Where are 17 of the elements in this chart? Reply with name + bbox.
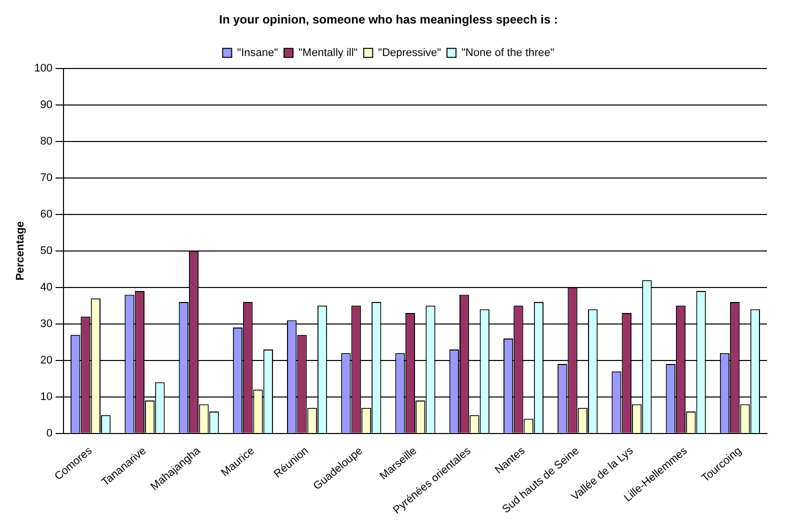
chart-title: In your opinion, someone who has meaningless speech is : — [219, 12, 558, 27]
y-tick-label: 40 — [40, 281, 53, 294]
y-tick-label: 30 — [40, 318, 53, 330]
legend-label: "Depressive" — [378, 46, 442, 59]
y-tick-label: 100 — [34, 62, 53, 74]
y-tick-label: 90 — [40, 98, 53, 111]
legend-label: "Insane" — [237, 46, 278, 59]
legend-label: "None of the three" — [462, 46, 554, 59]
y-axis-title: Percentage — [14, 221, 27, 281]
y-tick-label: 50 — [40, 244, 53, 257]
legend-label: "Mentally ill" — [298, 46, 358, 59]
y-tick-label: 20 — [40, 354, 53, 366]
y-tick-label: 60 — [40, 208, 53, 220]
y-tick-label: 80 — [40, 135, 53, 148]
y-tick-label: 10 — [40, 390, 53, 403]
y-tick-label: 70 — [40, 172, 53, 184]
y-tick-label: 0 — [46, 427, 53, 440]
